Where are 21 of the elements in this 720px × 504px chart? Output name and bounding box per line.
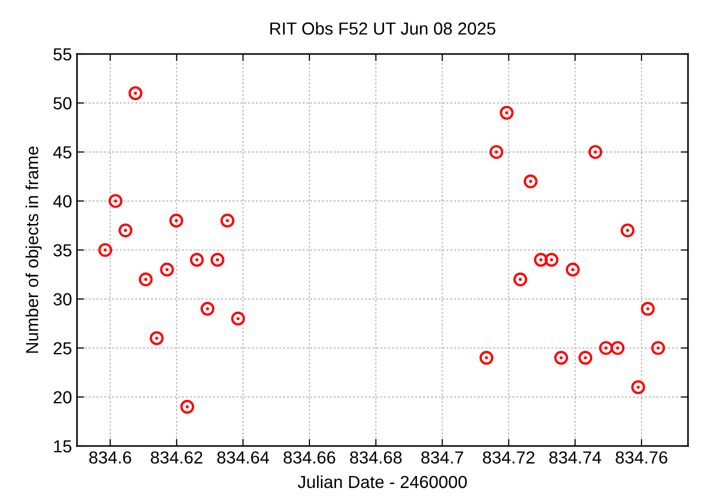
y-tick-label: 25 xyxy=(54,342,72,354)
x-tick-label: 834.7 xyxy=(421,451,464,464)
y-tick-label: 45 xyxy=(53,146,72,158)
x-axis-title: Julian Date - 2460000 xyxy=(298,475,467,488)
x-tick-label: 834.62 xyxy=(150,451,202,464)
x-tick-label: 834.66 xyxy=(284,451,336,464)
x-tick-label: 834.72 xyxy=(482,451,534,464)
y-axis-title: Number of objects in frame xyxy=(26,146,42,353)
x-tick-label: 834.68 xyxy=(350,451,402,464)
y-tick-label: 20 xyxy=(54,391,72,404)
y-tick-label: 35 xyxy=(53,244,72,256)
y-tick-label: 40 xyxy=(53,195,72,208)
x-tick-label: 834.76 xyxy=(616,451,668,464)
x-tick-label: 834.6 xyxy=(89,451,132,464)
y-tick-label: 30 xyxy=(53,293,72,306)
y-tick-label: 15 xyxy=(54,440,72,452)
x-tick-label: 834.64 xyxy=(217,451,270,464)
y-tick-label: 50 xyxy=(54,97,72,110)
y-tick-label: 55 xyxy=(54,48,72,60)
x-tick-label: 834.74 xyxy=(549,451,602,464)
chart-title: RIT Obs F52 UT Jun 08 2025 xyxy=(270,22,496,35)
